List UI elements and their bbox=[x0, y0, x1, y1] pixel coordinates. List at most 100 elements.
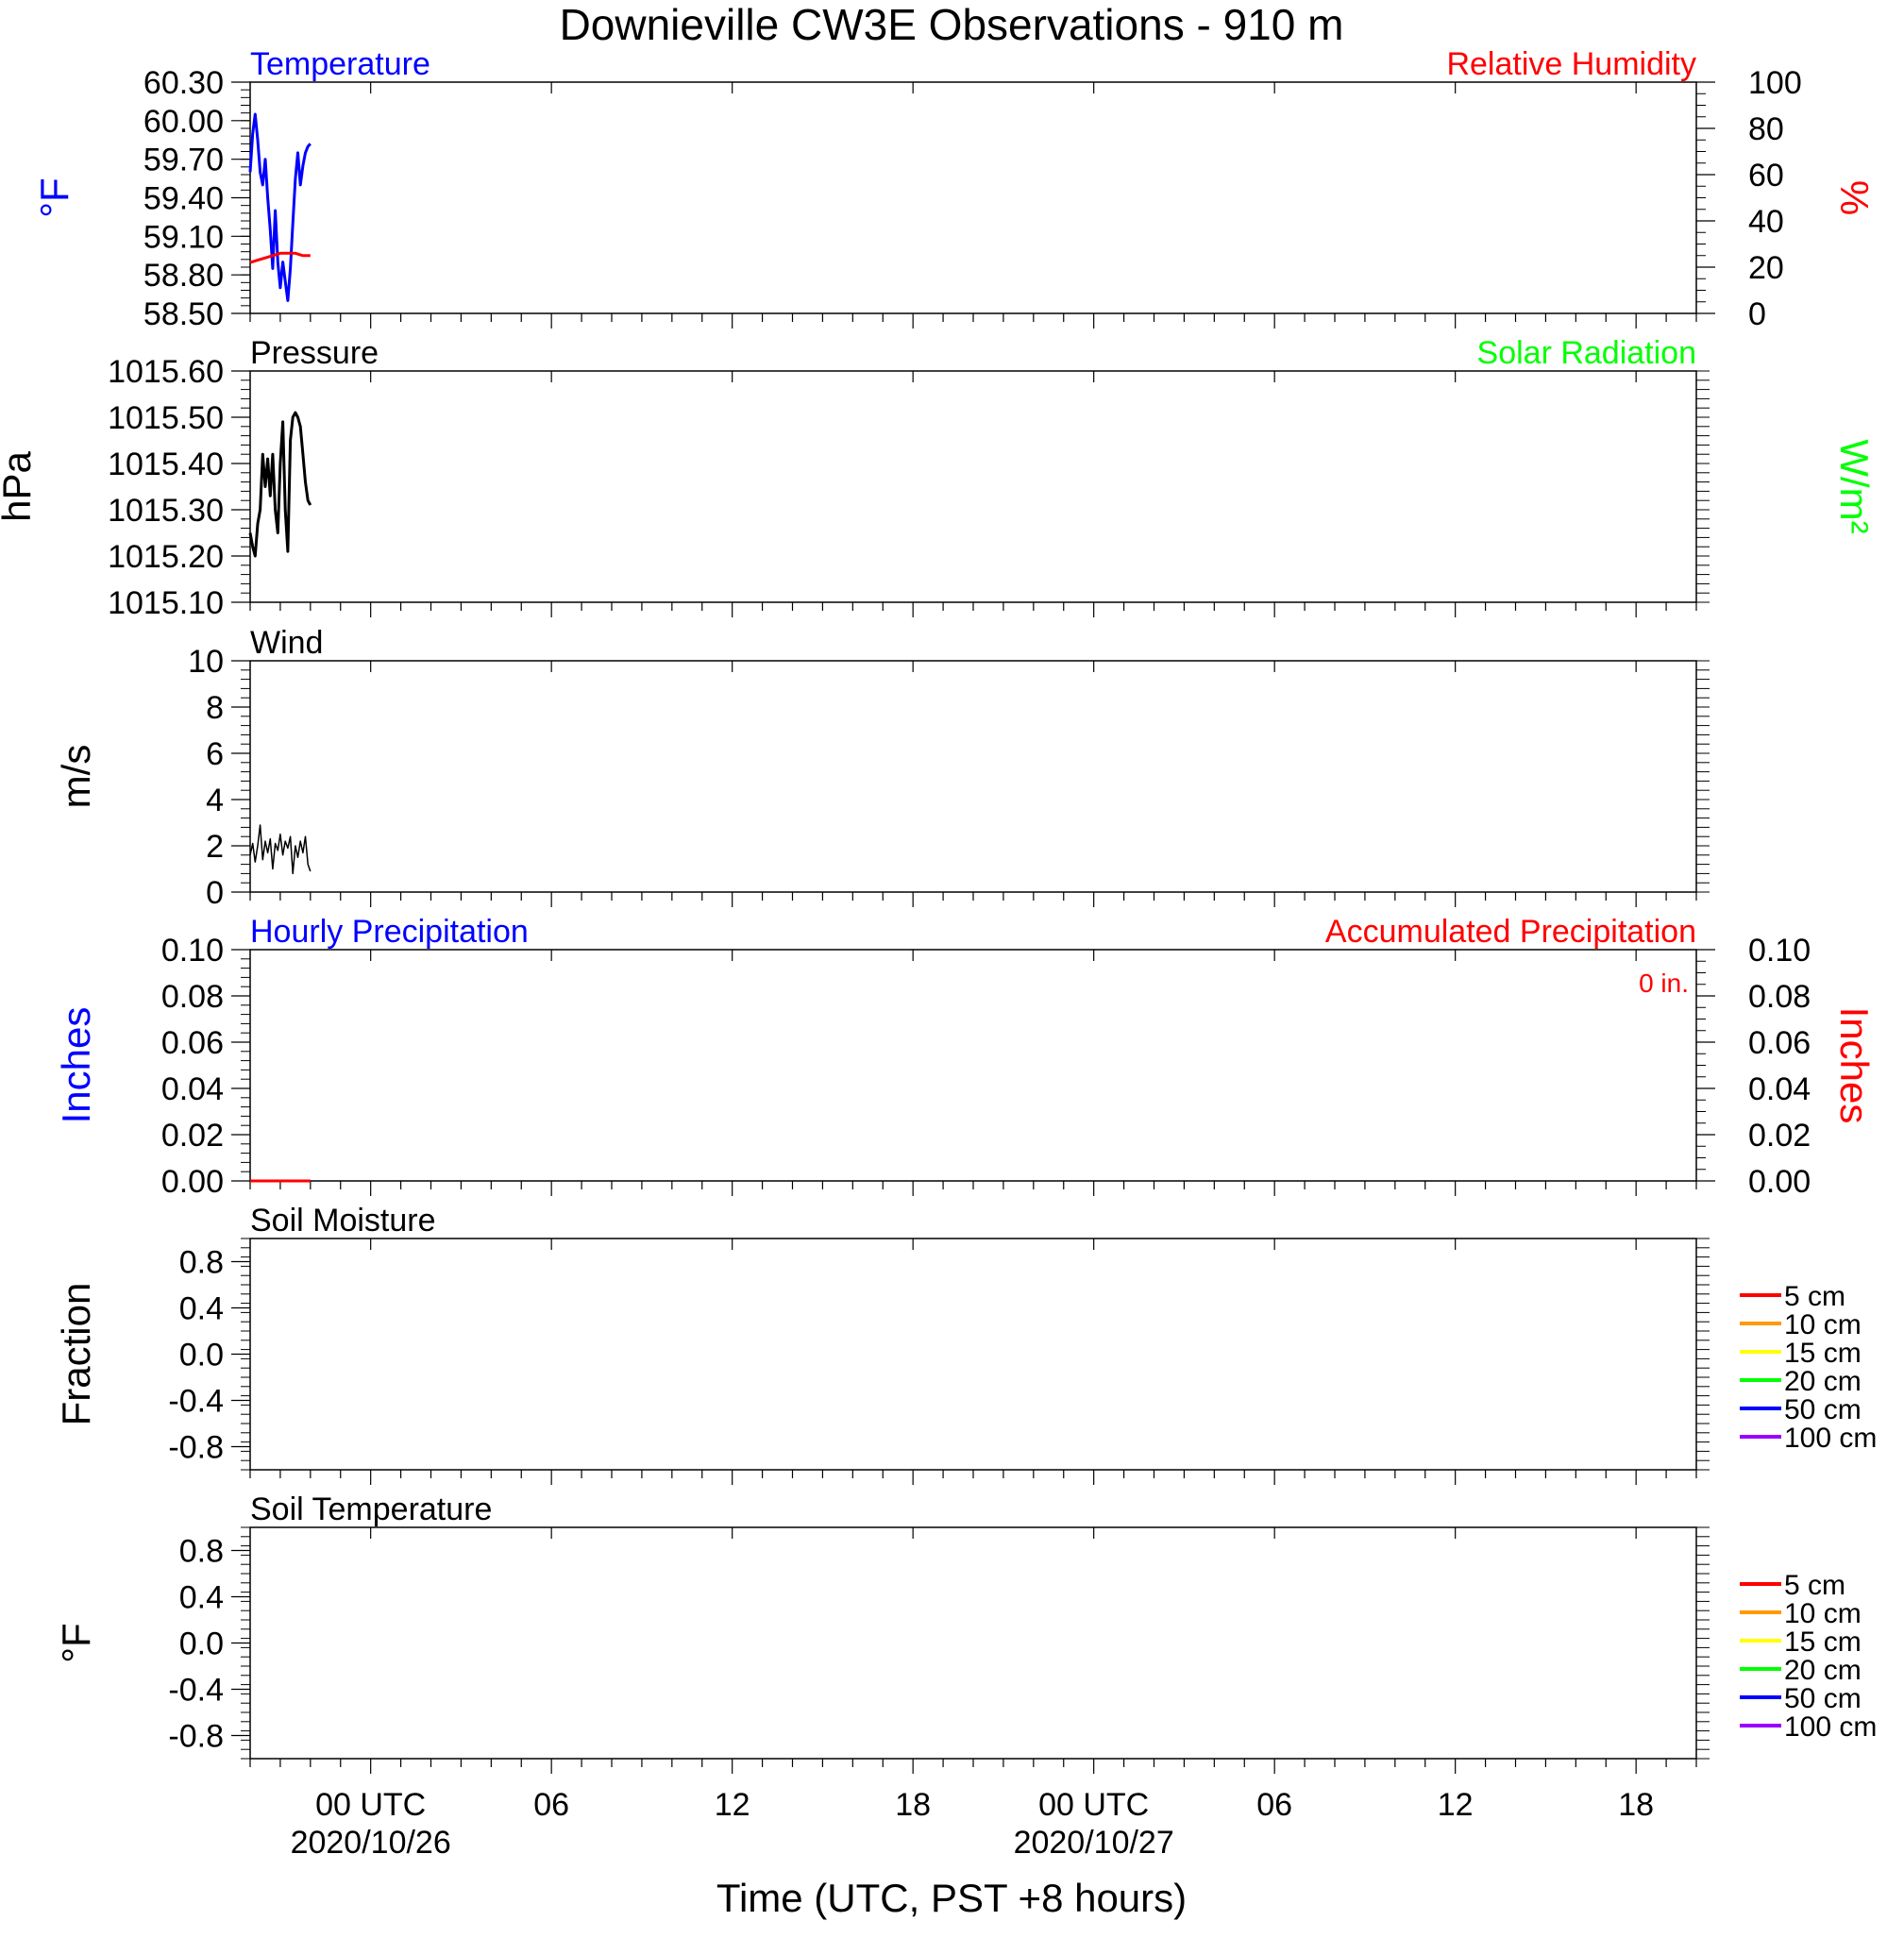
panel-pressure: 1015.10 1015.20 1015.30 1015.40 1015.50 1015.… bbox=[0, 335, 1877, 621]
y-left-axis-label: Fraction bbox=[54, 1283, 98, 1426]
y-left-tick-label: 60.00 bbox=[143, 104, 224, 140]
series-line-temperature-1 bbox=[249, 251, 311, 264]
y-left-tick-label: 59.40 bbox=[143, 181, 224, 217]
y-left-axis-label: °F bbox=[32, 177, 76, 217]
plot-frame bbox=[249, 949, 1697, 1182]
legend-label: 20 cm bbox=[1784, 1655, 1862, 1686]
y-left-tick-label: -0.4 bbox=[168, 1673, 224, 1709]
y-left-axis-label: hPa bbox=[0, 450, 39, 521]
y-right-axis-label: W/m² bbox=[1832, 439, 1877, 533]
panel-title-left: Pressure bbox=[250, 335, 379, 371]
y-right-tick-label: 0.00 bbox=[1748, 1164, 1811, 1200]
legend-label: 20 cm bbox=[1784, 1366, 1862, 1397]
y-left-tick-label: -0.8 bbox=[168, 1430, 224, 1466]
y-left-tick-label: 1015.60 bbox=[108, 354, 224, 390]
figure-title: Downieville CW3E Observations - 910 m bbox=[560, 0, 1344, 49]
legend-label: 15 cm bbox=[1784, 1626, 1862, 1658]
x-tick-label: 00 UTC bbox=[315, 1787, 426, 1823]
y-left-tick-label: 8 bbox=[206, 690, 224, 726]
y-left-tick-label: 59.70 bbox=[143, 143, 224, 178]
y-left-tick-label: 59.10 bbox=[143, 219, 224, 255]
y-right-axis-label: Inches bbox=[1832, 1007, 1877, 1124]
legend-label: 50 cm bbox=[1784, 1683, 1862, 1714]
series-line-pressure-0 bbox=[248, 411, 312, 558]
panel-title-left: Temperature bbox=[250, 46, 430, 82]
y-right-tick-label: 60 bbox=[1748, 158, 1784, 194]
y-left-axis-label: °F bbox=[54, 1623, 98, 1662]
y-left-tick-label: 0.00 bbox=[161, 1164, 224, 1200]
panel-title-right: Accumulated Precipitation bbox=[1325, 914, 1696, 950]
legend-label: 5 cm bbox=[1784, 1281, 1845, 1312]
x-axis-label: Time (UTC, PST +8 hours) bbox=[716, 1876, 1187, 1920]
y-left-tick-label: 1015.30 bbox=[108, 493, 224, 529]
panel-wind: 0 2 4 6 8 10 Wind m/s bbox=[54, 625, 1710, 911]
legend-label: 5 cm bbox=[1784, 1570, 1845, 1601]
y-left-tick-label: 60.30 bbox=[143, 65, 224, 101]
x-tick-date-label: 2020/10/26 bbox=[291, 1825, 451, 1861]
y-left-tick-label: 6 bbox=[206, 736, 224, 772]
series-line-wind-0 bbox=[249, 824, 312, 875]
y-right-tick-label: 0.10 bbox=[1748, 933, 1811, 969]
y-right-tick-label: 0.04 bbox=[1748, 1071, 1811, 1107]
panel-note: 0 in. bbox=[1639, 969, 1689, 998]
y-left-tick-label: 0.02 bbox=[161, 1118, 224, 1154]
legend-label: 10 cm bbox=[1784, 1598, 1862, 1629]
y-right-tick-label: 0.08 bbox=[1748, 979, 1811, 1015]
y-right-tick-label: 80 bbox=[1748, 111, 1784, 147]
y-right-tick-label: 100 bbox=[1748, 65, 1802, 101]
y-left-tick-label: 58.80 bbox=[143, 258, 224, 294]
y-left-tick-label: 2 bbox=[206, 829, 224, 865]
y-right-tick-label: 20 bbox=[1748, 250, 1784, 286]
plot-frame bbox=[249, 370, 1697, 603]
y-left-tick-label: 0.8 bbox=[179, 1245, 224, 1281]
series-line-temperature-0 bbox=[248, 112, 312, 302]
y-right-tick-label: 0.06 bbox=[1748, 1025, 1811, 1061]
y-left-tick-label: 0 bbox=[206, 875, 224, 911]
plot-frame bbox=[249, 81, 1697, 314]
x-tick-label: 18 bbox=[895, 1787, 931, 1823]
panel-title-left: Soil Temperature bbox=[250, 1491, 492, 1527]
y-left-tick-label: 0.4 bbox=[179, 1291, 224, 1327]
y-left-tick-label: 1015.50 bbox=[108, 400, 224, 436]
y-left-tick-label: 10 bbox=[188, 644, 224, 680]
y-left-tick-label: 0.08 bbox=[161, 979, 224, 1015]
x-tick-label: 00 UTC bbox=[1038, 1787, 1149, 1823]
y-right-axis-label: % bbox=[1832, 180, 1877, 215]
y-left-tick-label: 0.06 bbox=[161, 1025, 224, 1061]
panel-soil-moisture: -0.8 -0.4 0.0 0.4 0.8 Soil Moisture Fraction 5 … bbox=[54, 1203, 1877, 1485]
plot-frame bbox=[249, 1526, 1697, 1760]
y-left-tick-label: 0.4 bbox=[179, 1580, 224, 1616]
y-right-tick-label: 0.02 bbox=[1748, 1118, 1811, 1154]
legend-label: 15 cm bbox=[1784, 1338, 1862, 1369]
y-left-axis-label: m/s bbox=[54, 745, 98, 809]
x-tick-label: 18 bbox=[1618, 1787, 1654, 1823]
y-left-tick-label: 1015.40 bbox=[108, 447, 224, 482]
y-left-tick-label: 0.0 bbox=[179, 1626, 224, 1662]
plot-frame bbox=[249, 660, 1697, 893]
panel-precipitation: 0.00 0.02 0.04 0.06 0.08 0.10 0.00 0.02 0.04 0.06… bbox=[54, 914, 1877, 1200]
y-right-tick-label: 40 bbox=[1748, 204, 1784, 240]
y-left-tick-label: 0.0 bbox=[179, 1338, 224, 1373]
panel-title-right: Solar Radiation bbox=[1477, 335, 1696, 371]
x-tick-date-label: 2020/10/27 bbox=[1014, 1825, 1174, 1861]
panels-group: 58.5058.8059.1059.4059.7060.0060.3002040… bbox=[0, 46, 1877, 1861]
y-left-tick-label: 58.50 bbox=[143, 296, 224, 332]
x-tick-label: 12 bbox=[715, 1787, 750, 1823]
y-left-tick-label: 0.04 bbox=[161, 1071, 224, 1107]
y-left-tick-label: 1015.20 bbox=[108, 539, 224, 575]
y-left-tick-label: 1015.10 bbox=[108, 585, 224, 621]
x-tick-label: 12 bbox=[1438, 1787, 1474, 1823]
panel-title-left: Hourly Precipitation bbox=[250, 914, 529, 950]
y-left-tick-label: 4 bbox=[206, 783, 224, 818]
y-left-tick-label: 0.10 bbox=[161, 933, 224, 969]
y-left-tick-label: 0.8 bbox=[179, 1534, 224, 1570]
panel-title-right: Relative Humidity bbox=[1446, 46, 1696, 82]
legend-label: 100 cm bbox=[1784, 1423, 1877, 1454]
legend-label: 50 cm bbox=[1784, 1394, 1862, 1425]
legend-label: 100 cm bbox=[1784, 1711, 1877, 1743]
plot-frame bbox=[249, 1238, 1697, 1471]
y-right-tick-label: 0 bbox=[1748, 296, 1766, 332]
